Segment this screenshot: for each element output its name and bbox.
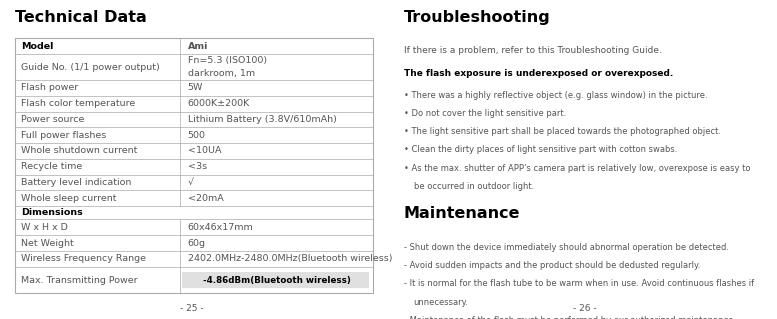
Text: - It is normal for the flash tube to be warm when in use. Avoid continuous flash: - It is normal for the flash tube to be …	[404, 279, 754, 288]
Text: Guide No. (1/1 power output): Guide No. (1/1 power output)	[21, 63, 160, 71]
Text: 2402.0MHz-2480.0MHz(Bluetooth wireless): 2402.0MHz-2480.0MHz(Bluetooth wireless)	[187, 254, 392, 263]
Text: If there is a problem, refer to this Troubleshooting Guide.: If there is a problem, refer to this Tro…	[404, 46, 662, 55]
Text: • The light sensitive part shall be placed towards the photographed object.: • The light sensitive part shall be plac…	[404, 127, 721, 136]
Text: be occurred in outdoor light.: be occurred in outdoor light.	[413, 182, 534, 191]
Text: Maintenance: Maintenance	[404, 206, 521, 221]
Text: Whole sleep current: Whole sleep current	[21, 194, 117, 203]
Text: -4.86dBm(Bluetooth wireless): -4.86dBm(Bluetooth wireless)	[203, 276, 350, 285]
Text: Flash color temperature: Flash color temperature	[21, 99, 135, 108]
Text: Fn=5.3 (ISO100): Fn=5.3 (ISO100)	[187, 56, 267, 65]
Bar	[16, 38, 373, 293]
Text: - Maintenance of the flash must be performed by our authorized maintenance: - Maintenance of the flash must be perfo…	[404, 316, 733, 319]
Text: Battery level indication: Battery level indication	[21, 178, 131, 187]
Text: 60g: 60g	[187, 239, 206, 248]
Text: Power source: Power source	[21, 115, 85, 124]
Text: 5W: 5W	[187, 83, 203, 93]
Text: <3s: <3s	[187, 162, 207, 171]
Text: Whole shutdown current: Whole shutdown current	[21, 146, 138, 155]
Text: Full power flashes: Full power flashes	[21, 131, 106, 140]
Text: Max. Transmitting Power: Max. Transmitting Power	[21, 276, 138, 285]
Text: - Avoid sudden impacts and the product should be dedusted regularly.: - Avoid sudden impacts and the product s…	[404, 261, 700, 270]
Text: √: √	[187, 178, 193, 187]
Text: 60x46x17mm: 60x46x17mm	[187, 223, 253, 232]
Text: Lithium Battery (3.8V/610mAh): Lithium Battery (3.8V/610mAh)	[187, 115, 336, 124]
Text: Ami: Ami	[187, 42, 208, 51]
Text: Technical Data: Technical Data	[16, 10, 147, 25]
Text: W x H x D: W x H x D	[21, 223, 68, 232]
Text: • As the max. shutter of APP’s camera part is relatively low, overexpose is easy: • As the max. shutter of APP’s camera pa…	[404, 164, 751, 173]
Text: • There was a highly reflective object (e.g. glass window) in the picture.: • There was a highly reflective object (…	[404, 91, 708, 100]
Text: - Shut down the device immediately should abnormal operation be detected.: - Shut down the device immediately shoul…	[404, 243, 729, 252]
Text: darkroom, 1m: darkroom, 1m	[187, 69, 255, 78]
Text: Model: Model	[21, 42, 54, 51]
Text: - 25 -: - 25 -	[180, 304, 204, 313]
Text: • Clean the dirty places of light sensitive part with cotton swabs.: • Clean the dirty places of light sensit…	[404, 145, 678, 154]
Text: The flash exposure is underexposed or overexposed.: The flash exposure is underexposed or ov…	[404, 69, 673, 78]
Bar	[182, 272, 369, 288]
Text: <20mA: <20mA	[187, 194, 223, 203]
Text: • Do not cover the light sensitive part.: • Do not cover the light sensitive part.	[404, 109, 566, 118]
Text: <10UA: <10UA	[187, 146, 221, 155]
Text: Net Weight: Net Weight	[21, 239, 74, 248]
Text: Troubleshooting: Troubleshooting	[404, 10, 551, 25]
Text: Flash power: Flash power	[21, 83, 78, 93]
Text: unnecessary.: unnecessary.	[413, 298, 469, 307]
Text: Dimensions: Dimensions	[21, 208, 83, 217]
Text: Recycle time: Recycle time	[21, 162, 82, 171]
Text: Wireless Frequency Range: Wireless Frequency Range	[21, 254, 146, 263]
Text: 6000K±200K: 6000K±200K	[187, 99, 250, 108]
Text: - 26 -: - 26 -	[573, 304, 597, 313]
Text: 500: 500	[187, 131, 206, 140]
